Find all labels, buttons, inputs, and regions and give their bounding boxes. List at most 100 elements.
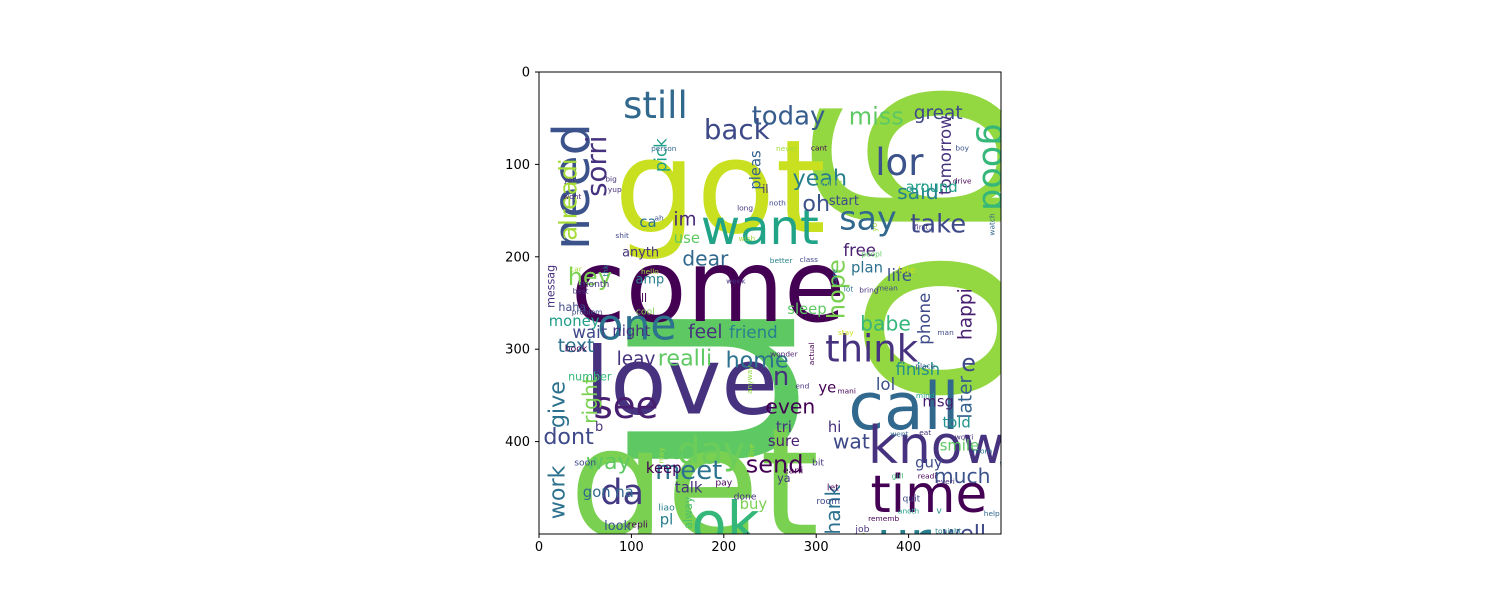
word-well: well bbox=[942, 521, 986, 547]
word-e: e bbox=[961, 349, 976, 377]
word-gon-na: gon na bbox=[583, 484, 634, 501]
word-never: never bbox=[776, 144, 798, 153]
word-dont: dont bbox=[543, 424, 594, 450]
word-back: back bbox=[704, 113, 770, 146]
word-everi: everi bbox=[936, 477, 955, 486]
word-ca: ca bbox=[639, 214, 656, 231]
word-n: n bbox=[773, 362, 789, 392]
word-yeah: yeah bbox=[793, 165, 847, 191]
word-put: put bbox=[1004, 437, 1016, 446]
word-cool: cool bbox=[636, 307, 655, 318]
word-shit: shit bbox=[615, 231, 629, 240]
word-want: want bbox=[701, 200, 819, 256]
x-tick-label: 100 bbox=[619, 540, 644, 555]
word-man: man bbox=[937, 328, 954, 337]
word-somet: somet bbox=[944, 550, 984, 565]
word-free: free bbox=[843, 241, 876, 260]
word-mayb: mayb bbox=[867, 559, 888, 568]
word-thank: thank bbox=[821, 485, 845, 543]
word-tonight: tonight bbox=[935, 527, 962, 536]
word-love: love bbox=[584, 328, 778, 436]
word-readi: readi bbox=[918, 471, 937, 480]
x-tick-label: 300 bbox=[804, 540, 829, 555]
word-tri: tri bbox=[776, 419, 792, 436]
word-mean: mean bbox=[877, 284, 898, 293]
plot-area bbox=[539, 72, 1001, 534]
word-home: home bbox=[726, 347, 789, 373]
word-buy: buy bbox=[740, 496, 768, 513]
word-hope: hope bbox=[823, 259, 851, 319]
word-lor: lor bbox=[875, 141, 924, 184]
word-miss: miss bbox=[849, 102, 904, 130]
word-sure: sure bbox=[768, 433, 800, 450]
word-late: late bbox=[898, 265, 916, 276]
word-give: give bbox=[544, 381, 570, 428]
word-yet: yet bbox=[564, 176, 576, 185]
word-shop: shop bbox=[1000, 458, 1018, 467]
word-month: month bbox=[580, 279, 610, 290]
word-make: make bbox=[825, 530, 886, 556]
word-alreadi: alreadi bbox=[555, 158, 583, 240]
word-thk: thk bbox=[601, 264, 610, 277]
word-haha: haha bbox=[558, 301, 586, 314]
word-bit: bit bbox=[812, 457, 824, 468]
word-even: even bbox=[765, 394, 815, 418]
y-tick-label: 400 bbox=[505, 435, 530, 450]
word-take: take bbox=[910, 209, 966, 239]
word-im: im bbox=[673, 209, 696, 230]
word-realli: realli bbox=[658, 345, 712, 371]
word-first-: first. bbox=[914, 223, 931, 232]
word-room: room bbox=[816, 496, 840, 507]
word-work: work bbox=[544, 465, 570, 519]
word-anyth: anyth bbox=[622, 246, 659, 261]
word-job: job bbox=[854, 524, 869, 535]
word-got: got bbox=[614, 112, 826, 263]
word-say: say bbox=[839, 198, 896, 237]
word-text: text bbox=[558, 336, 595, 357]
x-axis: 0 100 200 300 400 bbox=[535, 534, 921, 555]
word-better: better bbox=[770, 256, 794, 265]
word-morn: morn bbox=[973, 446, 993, 455]
word-plan: plan bbox=[851, 259, 883, 276]
word-stuff: stuff bbox=[997, 166, 1006, 183]
word-check: check bbox=[623, 575, 651, 586]
word-pay: pay bbox=[715, 478, 732, 489]
word-dat: dat bbox=[951, 571, 963, 580]
word-need: need bbox=[542, 123, 601, 250]
word-around: around bbox=[906, 179, 958, 196]
word-noth: noth bbox=[769, 199, 786, 208]
word-best: best bbox=[573, 286, 589, 295]
word-still: still bbox=[623, 84, 688, 127]
word-send: send bbox=[746, 451, 804, 479]
word-ur: ur bbox=[877, 511, 932, 571]
word-wat: wat bbox=[833, 430, 870, 454]
word-tomorrow: tomorrow bbox=[936, 115, 955, 195]
word-find: find bbox=[604, 556, 621, 567]
x-tick-label: 0 bbox=[535, 540, 543, 555]
word-use: use bbox=[674, 230, 700, 247]
word-fine: fine bbox=[747, 443, 756, 457]
word-talk: talk bbox=[675, 479, 703, 496]
word-da: da bbox=[600, 472, 644, 513]
plot-frame bbox=[538, 71, 1002, 535]
word-wonder: wonder bbox=[770, 349, 798, 358]
word-bring: bring bbox=[859, 286, 878, 295]
word-drive: drive bbox=[953, 177, 972, 186]
word-boy: boy bbox=[955, 143, 969, 152]
word-way: way bbox=[586, 449, 631, 475]
word-see: see bbox=[593, 384, 658, 427]
word-went: went bbox=[890, 430, 908, 439]
word-reach: reach bbox=[789, 558, 815, 569]
word-co: co bbox=[659, 440, 683, 464]
word-money: money bbox=[549, 313, 600, 330]
word-wait: wait bbox=[572, 323, 607, 342]
word-long: long bbox=[737, 203, 753, 212]
word-problem: problem bbox=[572, 308, 603, 317]
word-think: think bbox=[825, 328, 919, 371]
word-sleep: sleep bbox=[787, 301, 826, 318]
word-dear: dear bbox=[682, 247, 729, 271]
word-leav: leav bbox=[617, 349, 656, 370]
word-aight: aight bbox=[593, 575, 602, 594]
word-night: night bbox=[612, 323, 650, 340]
